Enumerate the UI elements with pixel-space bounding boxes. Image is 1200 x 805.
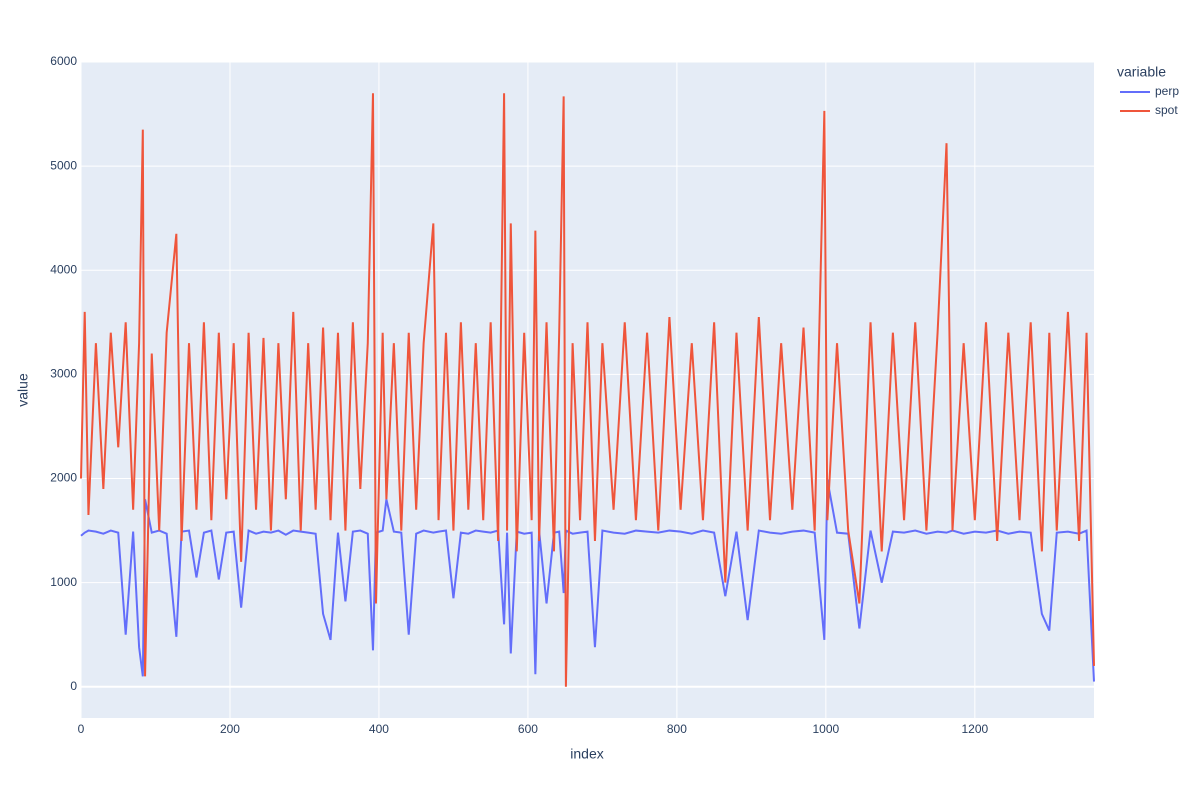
- x-axis-title: index: [570, 746, 603, 762]
- y-tick-label: 1000: [50, 575, 77, 589]
- y-tick-label: 0: [70, 679, 77, 693]
- x-tick-label: 200: [220, 722, 240, 736]
- y-axis-title: value: [15, 373, 31, 407]
- x-tick-label: 600: [518, 722, 538, 736]
- y-tick-label: 2000: [50, 471, 77, 485]
- y-tick-label: 6000: [50, 54, 77, 68]
- y-tick-label: 3000: [50, 367, 77, 381]
- x-tick-label: 1000: [813, 722, 840, 736]
- legend-title: variable: [1117, 64, 1166, 80]
- x-tick-label: 1200: [961, 722, 988, 736]
- line-spot: [80, 93, 1095, 687]
- x-tick-label: 400: [369, 722, 389, 736]
- x-tick-label: 800: [667, 722, 687, 736]
- y-tick-label: 4000: [50, 262, 77, 276]
- plot-area: [81, 62, 1094, 718]
- legend-label: perp: [1155, 84, 1179, 98]
- line-perp: [80, 479, 1095, 682]
- y-tick-label: 5000: [50, 158, 77, 172]
- legend-label: spot: [1155, 103, 1178, 117]
- x-tick-label: 0: [78, 722, 85, 736]
